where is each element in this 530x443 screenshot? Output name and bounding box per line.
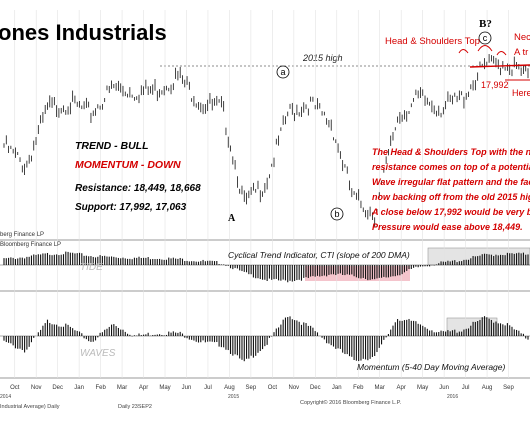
tide-indicator-name: Cyclical Trend Indicator, CTI (slope of …: [228, 250, 410, 260]
wave-label-a: a: [280, 67, 285, 77]
support-text: Support: 17,992, 17,063: [75, 202, 187, 213]
wave-c-circle: [478, 31, 492, 45]
commentary-line: Wave irregular flat pattern and the fact…: [372, 177, 530, 187]
commentary-line: A close below 17,992 would be very beari…: [371, 207, 530, 217]
x-tick-label: Jun: [182, 385, 192, 391]
x-tick-label: Oct: [10, 385, 20, 391]
x-tick-label: Feb: [353, 385, 364, 391]
a-tr-label: A tr: [514, 47, 528, 58]
x-tick-label: Mar: [117, 385, 127, 391]
commentary-line: now backing off from the old 2015 high.: [372, 192, 530, 202]
year-label-2015: 2015: [228, 394, 239, 400]
wave-b-circle: [330, 207, 344, 221]
neck-label: Neck: [514, 32, 530, 43]
footer-left: Industrial Average) Daily: [0, 404, 60, 410]
commentary-line: Pressure would ease above 18,449.: [372, 222, 523, 232]
x-tick-label: Feb: [95, 385, 106, 391]
commentary-line: resistance comes on top of a potentially…: [372, 162, 530, 172]
x-tick-label: Sep: [503, 385, 514, 391]
reference-line-label: 2015 high: [302, 53, 343, 63]
x-tick-label: May: [417, 385, 428, 391]
x-tick-label: Aug: [482, 385, 493, 391]
level-label: 17,992: [481, 80, 509, 90]
x-tick-label: Oct: [268, 385, 278, 391]
hs-top-label: Head & Shoulders Top: [385, 36, 480, 47]
tide-panel-label: TIDE: [80, 262, 103, 273]
price-series: [3, 54, 529, 227]
chart-title: ones Industrials: [0, 20, 167, 45]
x-tick-label: Aug: [224, 385, 235, 391]
x-tick-label: Apr: [139, 385, 148, 391]
source-line-2: Bloomberg Finance LP: [0, 242, 61, 248]
wave-label-c: c: [483, 33, 488, 43]
here-label: Here: [512, 88, 530, 98]
tide-shade-red: [305, 266, 410, 281]
resistance-text: Resistance: 18,449, 18,668: [75, 183, 201, 194]
neckline: [469, 64, 530, 68]
year-label-2014: 2014: [0, 394, 11, 400]
tide-indicator-series: [3, 251, 529, 283]
x-tick-label: Apr: [397, 385, 406, 391]
waves-panel: [0, 292, 530, 378]
wave-label-b: b: [334, 209, 339, 219]
x-tick-label: Jan: [332, 385, 342, 391]
trend-text: TREND - BULL: [75, 140, 149, 152]
wave-a-circle: [276, 65, 290, 79]
x-tick-label: Dec: [310, 385, 321, 391]
year-label-2016: 2016: [447, 394, 458, 400]
grid-lines: [14, 10, 509, 378]
x-tick-label: Mar: [375, 385, 385, 391]
x-tick-label: Nov: [289, 385, 300, 391]
footer-mid: Daily 23SEP2: [118, 404, 152, 410]
x-tick-label: Jul: [462, 385, 470, 391]
copyright: Copyright© 2016 Bloomberg Finance L.P.: [300, 399, 402, 406]
head-arc: [477, 45, 493, 52]
waves-indicator-name: Momentum (5-40 Day Moving Average): [357, 362, 506, 372]
x-tick-label: May: [159, 385, 170, 391]
waves-panel-label: WAVES: [80, 348, 116, 359]
right-shoulder-arc: [496, 51, 507, 56]
momentum-text: MOMENTUM - DOWN: [75, 159, 181, 171]
x-tick-label: Sep: [246, 385, 257, 391]
price-panel: [0, 0, 530, 240]
commentary-block: The Head & Shoulders Top with the neck r…: [371, 147, 530, 232]
commentary-line: The Head & Shoulders Top with the neck: [372, 147, 530, 157]
waves-indicator-series: [3, 316, 529, 362]
source-line-1: berg Finance LP: [0, 232, 44, 238]
x-tick-label: Dec: [52, 385, 63, 391]
x-tick-label: Nov: [31, 385, 42, 391]
wave-label-A: A: [228, 213, 236, 224]
left-shoulder-arc: [458, 49, 469, 54]
x-tick-label: Jun: [439, 385, 449, 391]
x-tick-label: Jul: [204, 385, 212, 391]
x-tick-label: Jan: [74, 385, 84, 391]
x-axis-ticks: Oct Nov Dec Jan Feb Mar Apr May Jun Jul Aug Sep Oct N…: [10, 385, 514, 391]
wave-label-B: B?: [479, 18, 492, 30]
